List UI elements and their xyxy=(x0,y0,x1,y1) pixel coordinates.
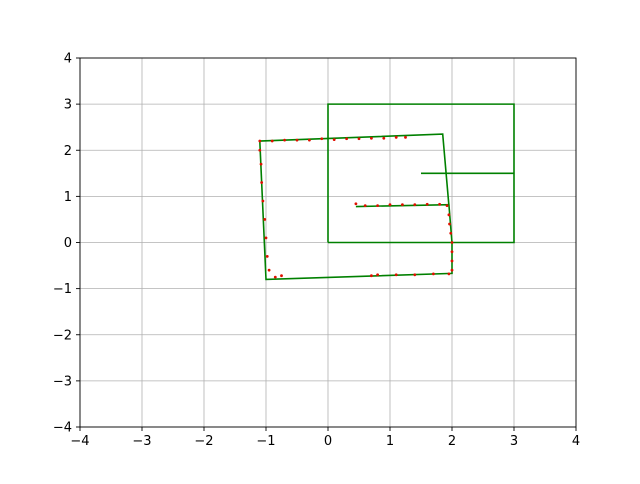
scatter-point xyxy=(370,274,373,278)
scatter-point xyxy=(280,274,283,278)
scatter-point xyxy=(447,272,451,276)
scatter-point xyxy=(370,136,373,140)
scatter-point xyxy=(401,203,404,207)
scatter-point xyxy=(270,139,274,143)
scatter-point xyxy=(449,231,453,235)
scatter-point xyxy=(263,218,267,221)
scatter-point xyxy=(450,268,454,272)
scatter-point xyxy=(432,272,435,276)
scatter-point xyxy=(404,135,407,139)
y-tick-label: 0 xyxy=(64,236,72,251)
x-tick-label: 0 xyxy=(324,434,332,449)
scatter-point xyxy=(283,138,286,142)
y-tick-label: 3 xyxy=(64,98,72,113)
scatter-point xyxy=(382,136,386,140)
scatter-point xyxy=(447,213,451,217)
y-tick-label: 4 xyxy=(64,52,72,67)
scatter-point xyxy=(438,202,441,206)
x-tick-label: −1 xyxy=(256,434,275,449)
scatter-point xyxy=(394,135,398,139)
y-tick-label: −4 xyxy=(53,421,72,436)
x-tick-label: 1 xyxy=(386,434,394,449)
scatter-point xyxy=(376,204,379,208)
scatter-point xyxy=(357,137,361,141)
x-tick-label: 3 xyxy=(510,434,518,449)
x-tick-label: 4 xyxy=(572,434,580,449)
y-tick-label: −1 xyxy=(53,282,72,297)
series-layer xyxy=(258,103,515,281)
scatter-point xyxy=(413,203,417,207)
series-line-2 xyxy=(258,133,453,281)
scatter-point xyxy=(394,273,398,277)
scatter-point xyxy=(345,137,348,141)
scatter-point xyxy=(260,181,264,184)
y-tick-label: 1 xyxy=(64,190,72,205)
scatter-point xyxy=(354,202,358,206)
scatter-point xyxy=(320,137,324,141)
scatter-point xyxy=(267,268,271,272)
scatter-point xyxy=(376,273,379,277)
y-tick-label: −3 xyxy=(53,374,72,389)
scatter-point xyxy=(295,138,299,142)
y-tick-label: −2 xyxy=(53,328,72,343)
scatter-point xyxy=(450,241,454,244)
ticks-layer: −4 −3 −2 −1 0 1 2 3 4 −4 −3 −2 −1 0 1 2 3 4 xyxy=(53,52,580,450)
scatter-point xyxy=(265,254,269,258)
y-tick-label: 2 xyxy=(64,144,72,159)
x-tick-label: −3 xyxy=(132,434,151,449)
scatter-point xyxy=(264,236,268,240)
scatter-point xyxy=(259,162,263,166)
x-tick-label: 2 xyxy=(448,434,456,449)
x-tick-label: −2 xyxy=(194,434,213,449)
scatter-point xyxy=(388,203,392,207)
scatter-point xyxy=(425,202,429,206)
scatter-point xyxy=(450,259,454,263)
scatter-point xyxy=(308,138,311,142)
scatter-point xyxy=(413,273,417,277)
scatter-point xyxy=(448,222,451,226)
scatter-point xyxy=(258,148,262,152)
scatter-point xyxy=(363,204,367,208)
x-tick-label: −4 xyxy=(70,434,89,449)
scatter-point xyxy=(258,139,262,143)
scatter-point xyxy=(332,138,336,142)
scatter-point xyxy=(261,199,265,203)
scatter-point xyxy=(273,275,277,279)
scatter-point xyxy=(450,250,454,254)
scatter-point xyxy=(445,204,449,208)
